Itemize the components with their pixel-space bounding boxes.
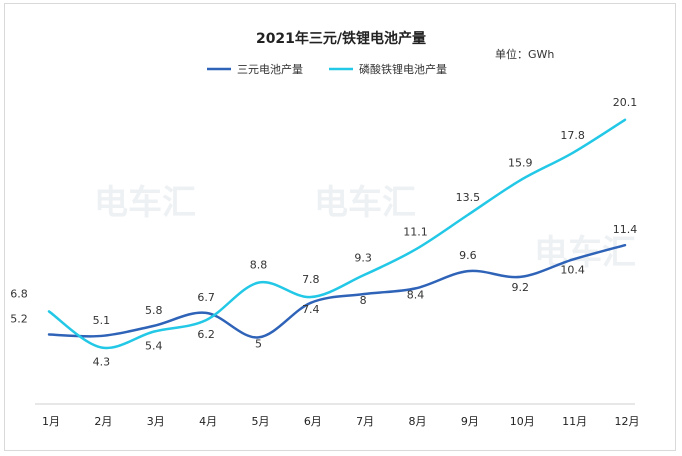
series-layer — [47, 118, 627, 350]
data-labels: 5.2 5.1 5.8 6.7 5 7.4 8 8.4 9.6 9.2 10.4 11.4 6.8 4.3… — [10, 96, 637, 369]
x-tick-label: 4月 — [199, 415, 217, 428]
x-axis-ticks: 1月 2月 3月 4月 5月 6月 7月 8月 9月 10月 11月 12月 — [42, 415, 640, 428]
data-label: 11.1 — [403, 225, 428, 238]
data-label: 5 — [255, 337, 262, 350]
x-tick-label: 8月 — [409, 415, 427, 428]
data-label: 7.4 — [302, 303, 320, 316]
x-tick-label: 12月 — [615, 415, 640, 428]
data-label: 6.8 — [10, 287, 28, 300]
data-label: 9.6 — [459, 249, 477, 262]
data-label: 11.4 — [613, 223, 638, 236]
x-tick-label: 2月 — [94, 415, 112, 428]
x-tick-label: 7月 — [356, 415, 374, 428]
data-label: 8 — [360, 294, 367, 307]
data-label: 13.5 — [456, 191, 481, 204]
series-line-ternary — [47, 243, 627, 339]
watermark-logo: 电车汇 — [94, 183, 196, 223]
data-label: 7.8 — [302, 273, 320, 286]
data-label: 9.2 — [512, 281, 530, 294]
data-label: 17.8 — [560, 129, 585, 142]
data-label: 5.8 — [145, 304, 163, 317]
chart-title: 2021年三元/铁锂电池产量 — [256, 30, 426, 47]
x-tick-label: 9月 — [461, 415, 479, 428]
x-tick-label: 6月 — [304, 415, 322, 428]
unit-label: 单位：GWh — [495, 47, 554, 61]
data-label: 15.9 — [508, 156, 533, 169]
data-label: 5.1 — [93, 314, 111, 327]
data-label: 6.2 — [197, 328, 215, 341]
watermark-logo: 电车汇 — [314, 183, 416, 223]
legend: 三元电池产量 磷酸铁锂电池产量 — [207, 62, 447, 76]
data-label: 5.4 — [145, 340, 163, 353]
x-tick-label: 5月 — [251, 415, 269, 428]
chart-frame: 电车汇 电车汇 电车汇 2021年三元/铁锂电池产量 单位：GWh 三元电池产量 磷酸… — [4, 3, 676, 451]
data-label: 8.4 — [407, 288, 425, 301]
data-label: 8.8 — [250, 259, 268, 272]
data-label: 10.4 — [560, 264, 585, 277]
legend-label: 三元电池产量 — [237, 62, 303, 76]
series-line-lfp — [47, 118, 627, 350]
x-tick-label: 11月 — [562, 415, 587, 428]
data-label: 4.3 — [93, 355, 111, 368]
data-label: 5.2 — [10, 313, 28, 326]
data-label: 20.1 — [613, 96, 638, 109]
data-label: 6.7 — [197, 291, 215, 304]
x-tick-label: 10月 — [510, 415, 535, 428]
x-tick-label: 3月 — [147, 415, 165, 428]
x-tick-label: 1月 — [42, 415, 60, 428]
data-label: 9.3 — [354, 251, 372, 264]
legend-label: 磷酸铁锂电池产量 — [359, 62, 447, 76]
